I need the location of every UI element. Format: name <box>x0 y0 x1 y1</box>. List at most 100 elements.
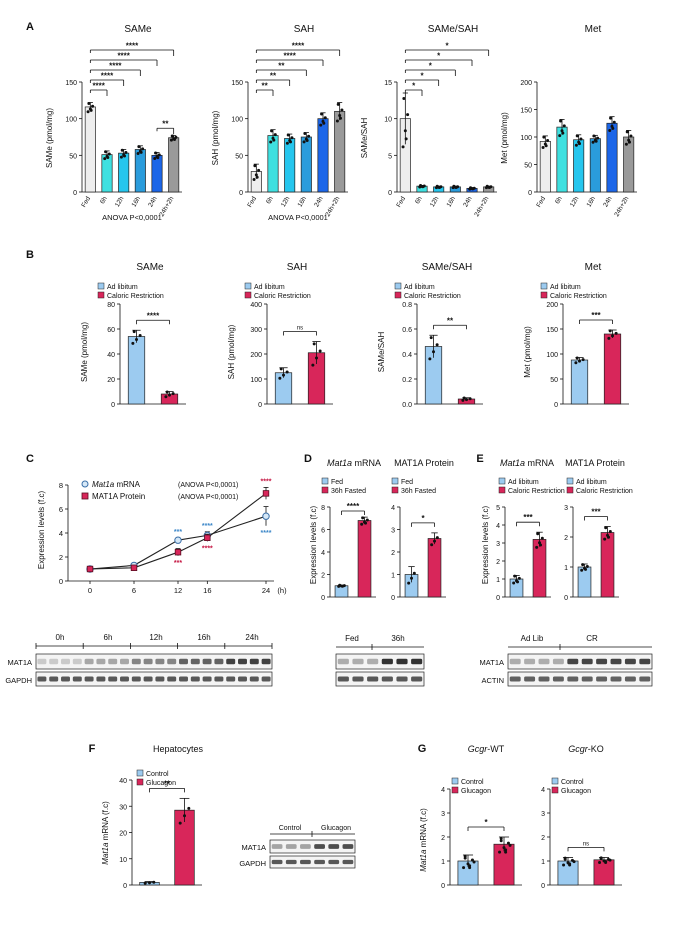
panel-e-0-y-tick-label: 2 <box>496 559 500 566</box>
panel-c-sig-star-mrna: *** <box>174 529 182 536</box>
panel-b-0-bar <box>127 336 146 405</box>
panel-a-sig-label: **** <box>109 62 122 71</box>
panel-c-blot-mat1a-band <box>179 658 188 665</box>
panel-e-blot-mat1a-band <box>639 658 651 665</box>
panel-d-1-y-tick-label: 1 <box>391 573 395 580</box>
panel-a-1-data-point <box>269 140 273 144</box>
panel-e-letter: E <box>476 453 483 465</box>
panel-g-1-data-point <box>599 857 603 861</box>
panel-c-blot-gapdh-band <box>72 676 82 682</box>
panel-d-blot-mat1a-band <box>411 658 423 665</box>
panel-e-1-data-point <box>580 568 584 572</box>
panel-c-blot-mat1a-band <box>37 658 47 665</box>
panel-e-0-y-tick-label: 5 <box>496 505 500 512</box>
panel-b-sig-label: ** <box>447 316 454 325</box>
panel-d-legend-label: 36h Fasted <box>401 488 436 495</box>
panel-g-legend-swatch-blue <box>451 777 459 785</box>
panel-c-legend-label-mrna-italic: Mat1a <box>92 480 115 489</box>
panel-a-3-y-tick-label: 100 <box>520 135 532 142</box>
panel-a-2-data-point <box>487 185 491 189</box>
panel-a-0-x-tick-label: 16h <box>131 195 143 208</box>
panel-e-blot-group-label: Ad Lib <box>521 634 544 643</box>
panel-g-chart-title-italic: Gcgr <box>468 744 489 754</box>
panel-g-legend-label: Control <box>561 779 584 786</box>
panel-c-legend-marker-mrna <box>81 480 89 488</box>
panel-e-0-data-point <box>512 581 516 585</box>
panel-c-blot-gapdh-band <box>108 676 118 682</box>
panel-c-blot-mat1a-band <box>72 658 82 665</box>
panel-a-3-bar <box>606 122 618 193</box>
panel-g-0-data-point <box>499 837 503 841</box>
panel-d-blot-gapdh-frame <box>335 671 425 687</box>
panel-c-blot-gapdh-band <box>155 676 165 682</box>
panel-b-2-data-point <box>462 396 466 400</box>
panel-b-3-data-point <box>575 356 579 360</box>
panel-d-blot-mat1a-band <box>367 658 379 665</box>
panel-g-y-label: Mat1a mRNA (f.c) <box>419 808 428 872</box>
panel-e-blot-mat1a-band <box>538 658 550 665</box>
panel-b-legend-swatch-red <box>394 291 402 299</box>
panel-a-0-data-point <box>86 110 90 114</box>
panel-a-2-y-tick-label: 15 <box>384 80 392 87</box>
panel-b-0-data-point <box>168 393 171 397</box>
panel-b-1-y-tick-label: 200 <box>250 352 262 359</box>
panel-b-legend-swatch-red <box>540 291 548 299</box>
panel-e-blot-actin-band <box>639 676 651 682</box>
panel-a-3-data-point <box>612 120 616 124</box>
panel-a-3-data-point <box>625 130 629 134</box>
panel-c-blot-gapdh-band <box>190 676 200 682</box>
panel-a-1-x-tick-label: 12h <box>280 195 292 208</box>
panel-g-chart-title-rest: -WT <box>487 744 504 754</box>
panel-a-2-x-tick-label: 6h <box>414 195 424 205</box>
panel-c-letter: C <box>26 453 34 465</box>
panel-e-y-label: Expression levels (f.c) <box>481 506 490 585</box>
panel-a-3-data-point <box>558 134 562 138</box>
panel-g-0-y-tick-label: 1 <box>441 859 445 866</box>
panel-a-2-data-point <box>485 184 489 188</box>
panel-a-3-data-point <box>594 139 598 143</box>
panel-a-1-data-point <box>323 116 327 120</box>
panel-c-x-tick-label: 24 <box>262 586 270 595</box>
panel-d-1-data-point <box>430 543 434 547</box>
panel-d-legend-label: Fed <box>331 479 343 486</box>
panel-d-1-bar <box>427 538 442 598</box>
panel-a-3-x-tick-label: 6h <box>554 195 564 205</box>
panel-g-1-y-tick-label: 3 <box>541 811 545 818</box>
panel-a-0-bar <box>84 106 96 193</box>
panel-g-0-y-tick-label: 3 <box>441 811 445 818</box>
panel-a-3-data-point <box>592 134 596 138</box>
panel-a-1-x-tick-label: 6h <box>265 195 275 205</box>
panel-f-blot-mat1a-band <box>342 844 354 849</box>
panel-c-blot-gapdh-band <box>214 676 224 682</box>
panel-a-2-data-point <box>469 186 473 190</box>
panel-a-1-x-tick-label: 16h <box>297 195 309 208</box>
panel-f-y-label-rest: mRNA (f.c) <box>101 801 110 843</box>
panel-d-blot-gapdh-band <box>352 676 364 682</box>
panel-a-3-data-point <box>596 136 600 140</box>
panel-g-0-y-tick-label: 0 <box>441 883 445 890</box>
panel-b-2-data-point <box>435 343 439 347</box>
panel-a-y-label: SAH (pmol/mg) <box>211 110 220 165</box>
panel-b-0-data-point <box>132 330 136 334</box>
panel-b-3-y-tick-label: 200 <box>546 302 558 309</box>
panel-e-1-data-point <box>581 563 585 567</box>
panel-d-blot-mat1a-band <box>352 658 364 665</box>
panel-a-2-data-point <box>421 185 425 189</box>
panel-b-chart-title: SAMe/SAH <box>422 262 473 273</box>
panel-c-point-protein <box>174 549 182 556</box>
panel-a-sig-label: **** <box>292 42 305 51</box>
panel-b-legend-label: Caloric Restriction <box>404 293 461 300</box>
panel-d-1-y-tick-label: 2 <box>391 550 395 557</box>
panel-b-2-data-point <box>461 398 465 402</box>
panel-a-anova: ANOVA P<0,0001 <box>268 213 328 222</box>
panel-a-sig-label: ** <box>262 82 269 91</box>
panel-b-3-y-tick-label: 100 <box>546 352 558 359</box>
panel-f-sig-label: ** <box>164 779 171 788</box>
panel-a-0-bar <box>151 154 163 193</box>
panel-a-2-data-point <box>437 185 441 189</box>
panel-a-0-data-point <box>172 137 176 141</box>
panel-g-legend-label: Glucagon <box>461 788 491 795</box>
panel-a-0-data-point <box>154 151 158 155</box>
panel-c-blot-mat1a-band <box>84 658 94 665</box>
panel-f-blot-gapdh-band <box>285 859 297 865</box>
